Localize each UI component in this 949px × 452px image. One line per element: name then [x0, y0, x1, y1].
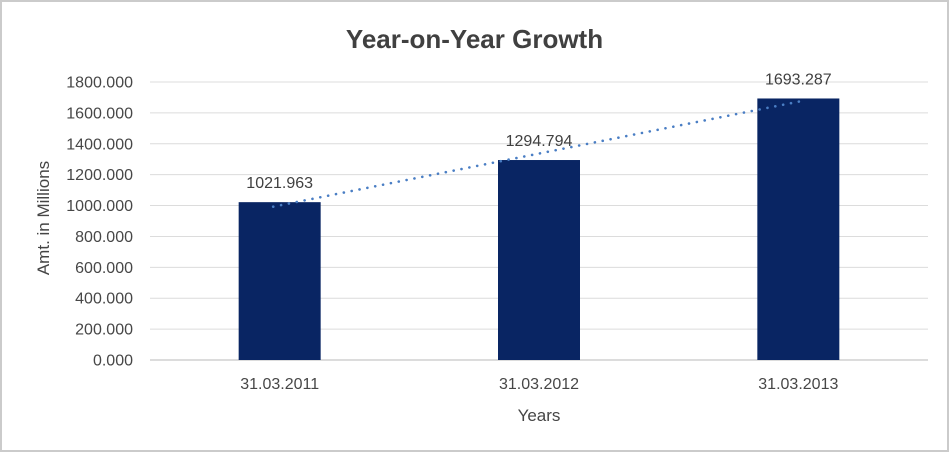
y-tick-label: 1200.000	[66, 167, 133, 184]
y-tick-label: 1400.000	[66, 136, 133, 153]
x-axis-title: Years	[517, 406, 561, 425]
bar	[757, 98, 840, 360]
x-tick-label: 31.03.2013	[758, 376, 838, 393]
chart-title: Year-on-Year Growth	[345, 24, 604, 54]
x-tick-label: 31.03.2012	[499, 376, 579, 393]
y-tick-label: 400.000	[75, 291, 133, 308]
bar	[238, 202, 321, 360]
data-label: 1693.287	[765, 71, 832, 88]
y-tick-label: 1600.000	[66, 105, 133, 122]
y-tick-label: 1000.000	[66, 198, 133, 215]
trendline	[271, 99, 807, 208]
x-tick-label: 31.03.2011	[240, 376, 319, 393]
y-tick-label: 200.000	[75, 322, 133, 339]
y-tick-label: 800.000	[75, 229, 133, 246]
y-tick-label: 1800.000	[66, 75, 133, 92]
y-tick-label: 0.000	[93, 353, 133, 370]
data-label: 1294.794	[506, 133, 573, 150]
bar	[498, 160, 580, 360]
y-tick-label: 600.000	[75, 260, 133, 277]
data-label: 1021.963	[246, 175, 313, 192]
